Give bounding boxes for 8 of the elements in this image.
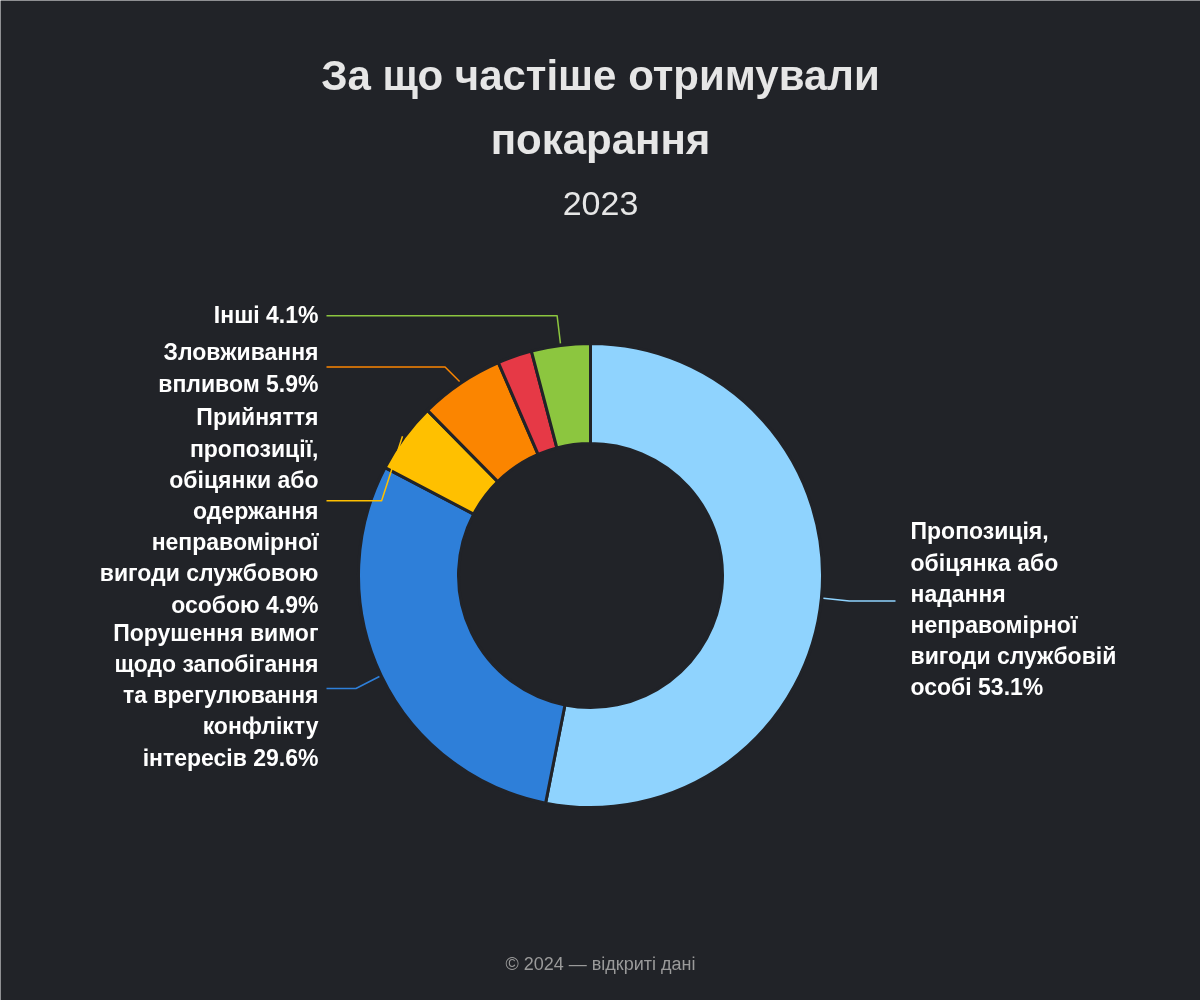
chart-subtitle: 2023 — [562, 184, 639, 222]
chart-title: За що частіше отримували покарання — [321, 52, 880, 163]
slice-label: Прийняття пропозиції, обіцянки або одержання неправомірної вигоди службовою особою 4.9% — [99, 404, 320, 618]
text: © 2024 — відкриті дані — [505, 953, 696, 974]
slice-label: Порушення вимог щодо запобігання та врегулювання конфлікту інтересів 29.6% — [113, 619, 319, 771]
legend-label: Пропозиція, обіцянка або надання неправомірної вигоди службовій особі 53.1% — [910, 518, 1117, 701]
slice-label: Зловживання впливом 5.9% — [158, 339, 319, 397]
slice-label: Інші 4.1% — [213, 301, 319, 328]
